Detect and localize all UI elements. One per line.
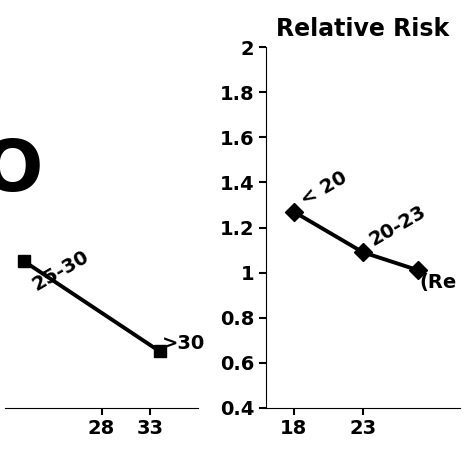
Title: Relative Risk: Relative Risk [276, 17, 449, 41]
Text: O: O [0, 137, 43, 207]
Text: 25-30: 25-30 [29, 247, 92, 294]
Text: < 20: < 20 [298, 167, 351, 209]
Text: >30: >30 [162, 334, 205, 353]
Text: 20-23: 20-23 [366, 202, 429, 249]
Text: (Re: (Re [419, 273, 457, 292]
